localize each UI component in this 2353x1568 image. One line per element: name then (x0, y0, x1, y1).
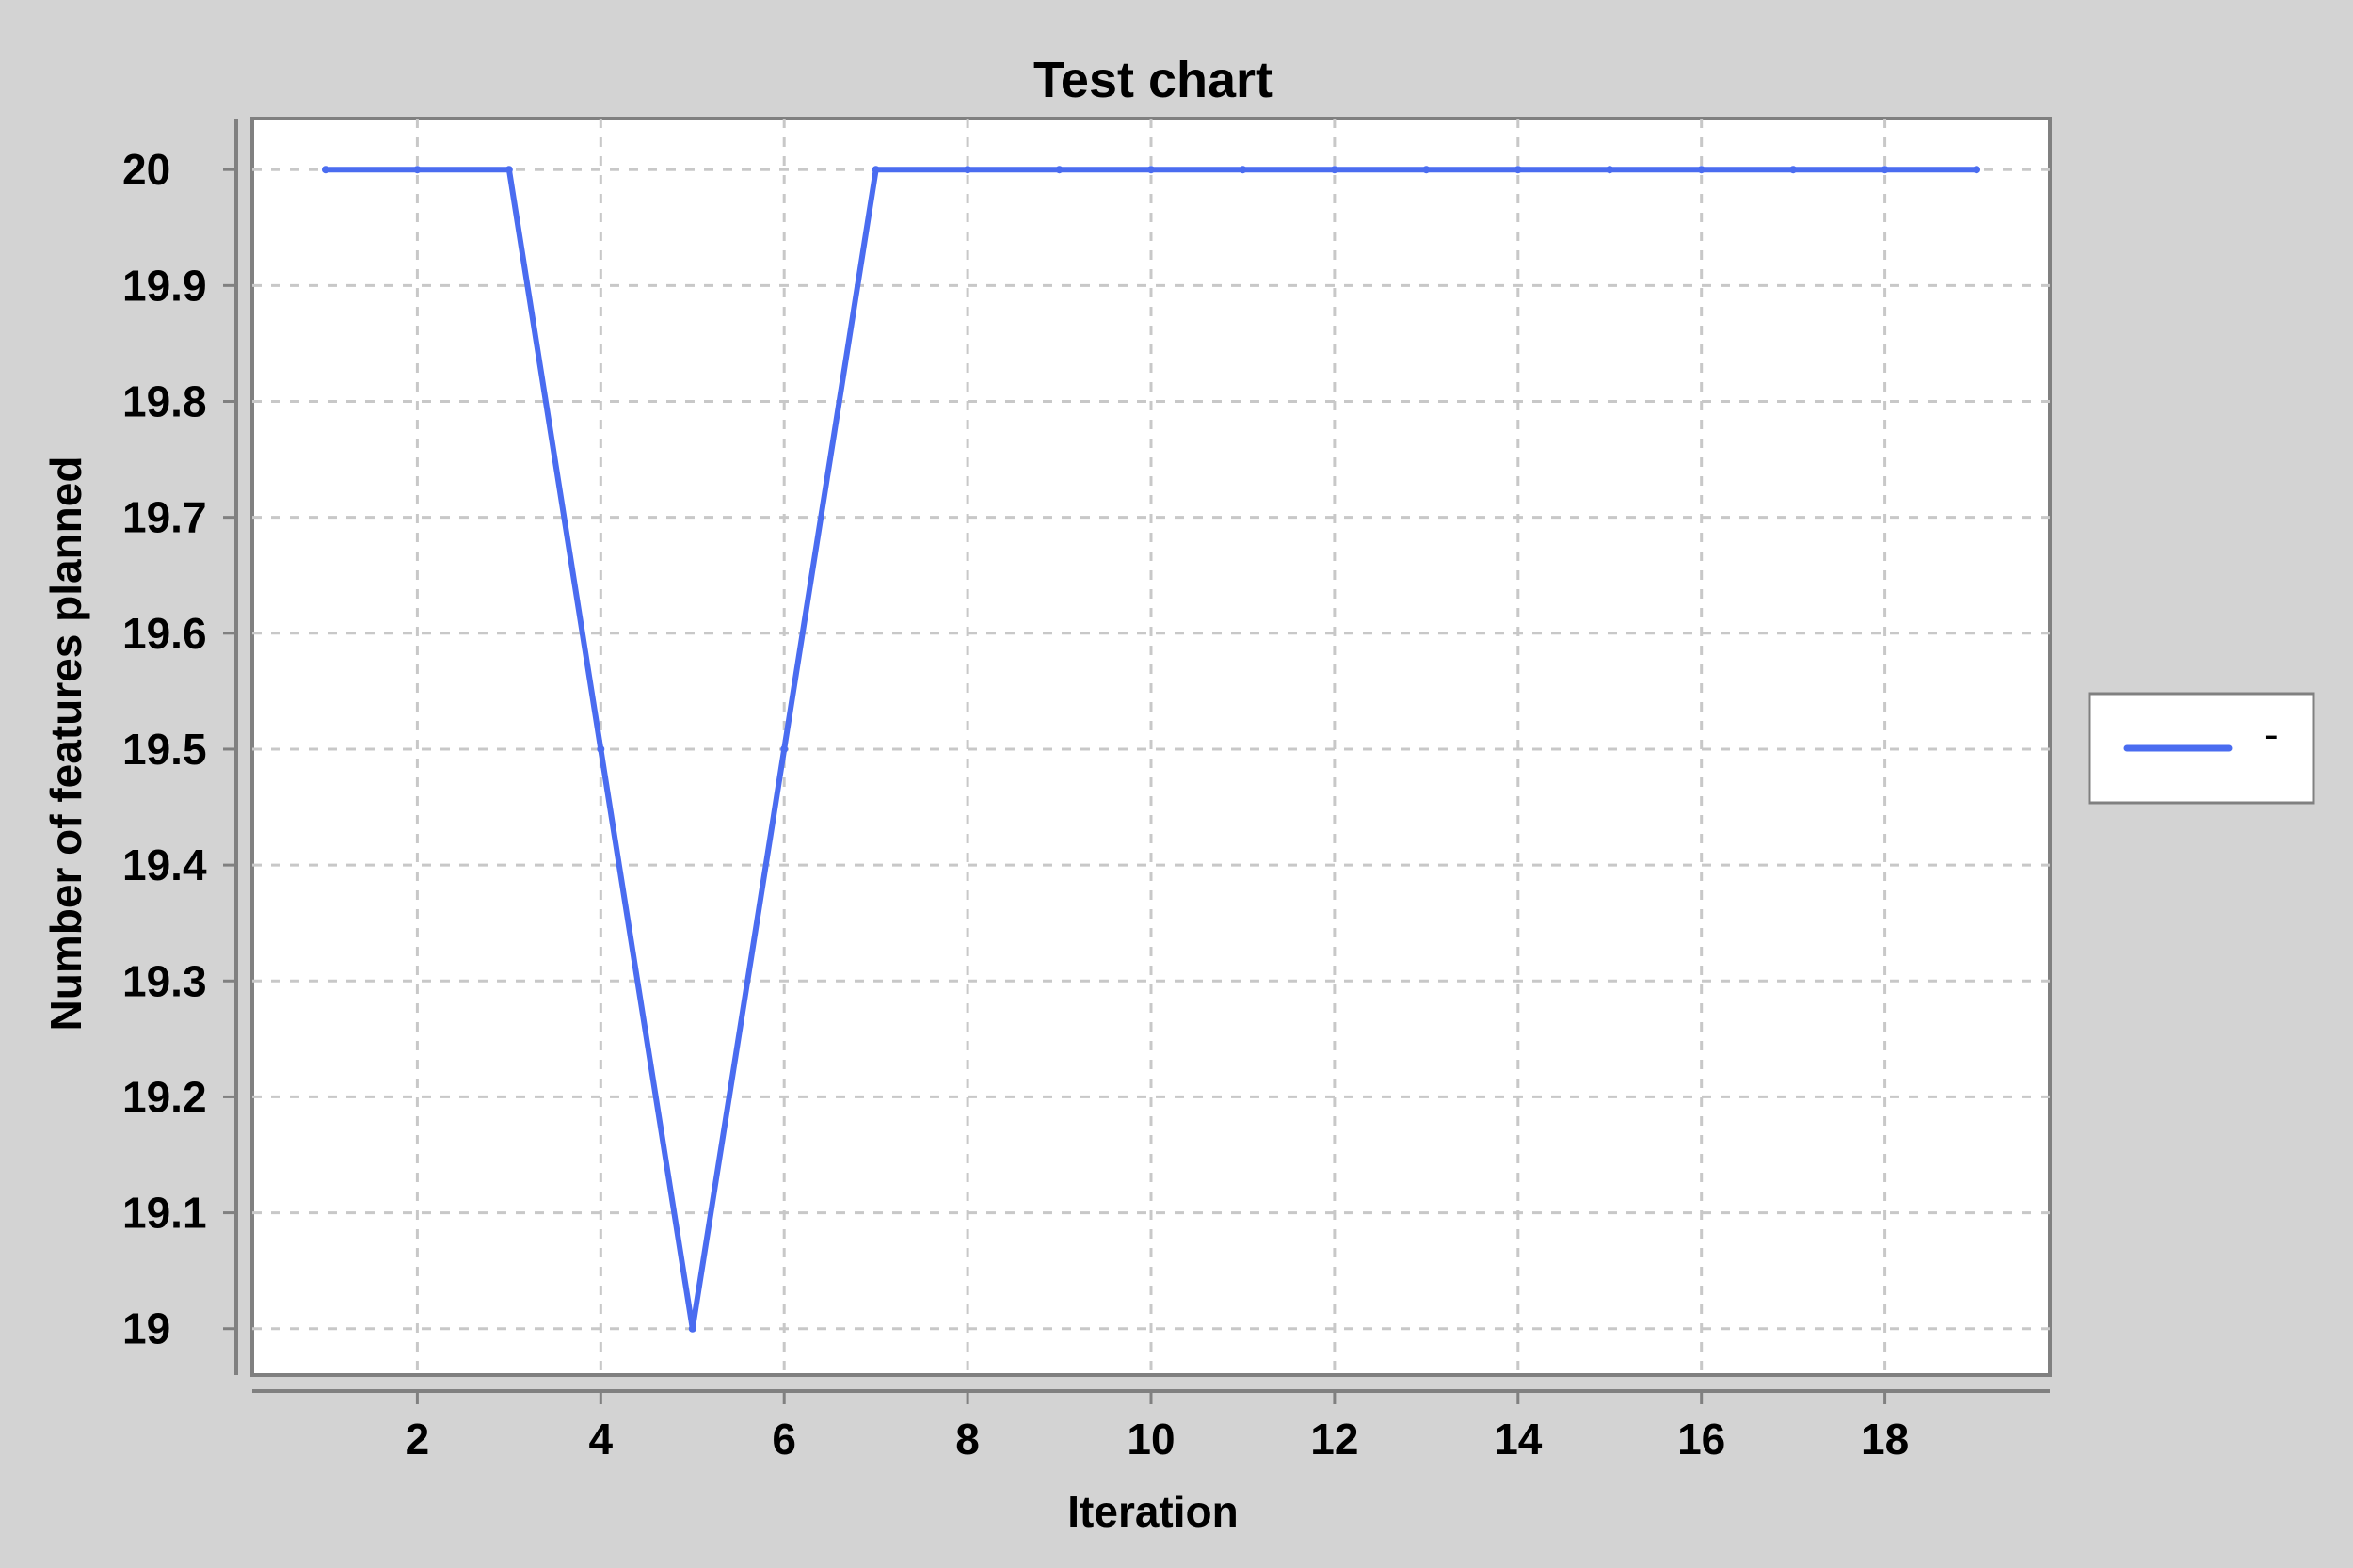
data-point (597, 744, 605, 753)
data-point (1147, 166, 1155, 174)
chart-title: Test chart (1033, 52, 1273, 108)
y-tick-label: 19.8 (122, 376, 207, 425)
x-tick-label: 2 (406, 1415, 430, 1464)
x-tick-label: 16 (1677, 1415, 1725, 1464)
x-tick-label: 6 (772, 1415, 796, 1464)
data-point (1789, 166, 1798, 174)
x-tick-label: 12 (1310, 1415, 1358, 1464)
y-tick-label: 19.9 (122, 261, 207, 310)
data-point (1973, 166, 1981, 174)
y-tick-label: 19 (122, 1304, 170, 1353)
x-tick-label: 4 (589, 1415, 614, 1464)
data-point (1422, 166, 1431, 174)
data-point (1881, 166, 1889, 174)
x-axis-label: Iteration (1067, 1487, 1238, 1536)
data-point (321, 166, 329, 174)
x-tick-label: 14 (1494, 1415, 1543, 1464)
y-tick-label: 19.3 (122, 956, 207, 1005)
data-point (413, 166, 422, 174)
y-tick-label: 19.5 (122, 725, 207, 774)
data-point (1513, 166, 1522, 174)
data-point (780, 744, 789, 753)
data-point (1330, 166, 1338, 174)
data-point (964, 166, 972, 174)
data-point (504, 166, 513, 174)
y-tick-label: 19.1 (122, 1189, 207, 1238)
y-tick-label: 19.7 (122, 493, 207, 542)
data-point (1055, 166, 1064, 174)
y-tick-label: 20 (122, 145, 170, 194)
data-point (872, 166, 880, 174)
x-tick-label: 10 (1127, 1415, 1175, 1464)
y-axis-label: Number of features planned (41, 456, 90, 1032)
y-tick-label: 19.2 (122, 1072, 207, 1121)
x-tick-label: 8 (955, 1415, 980, 1464)
data-point (1239, 166, 1247, 174)
x-axis-ticks: 2 4 6 8 10 12 14 16 18 (406, 1391, 1909, 1464)
data-point (1606, 166, 1614, 174)
y-tick-label: 19.4 (122, 840, 207, 889)
data-point (688, 1324, 696, 1333)
series-group (321, 166, 1981, 1333)
legend: - (2088, 692, 2315, 805)
y-tick-label: 19.6 (122, 609, 207, 658)
legend-label: - (2265, 712, 2279, 758)
y-axis-ticks: 19 19.1 19.2 19.3 19.4 19.5 19.6 19.7 19.8 19.9 20 (122, 145, 236, 1353)
data-point (1697, 166, 1705, 174)
x-tick-label: 18 (1861, 1415, 1909, 1464)
